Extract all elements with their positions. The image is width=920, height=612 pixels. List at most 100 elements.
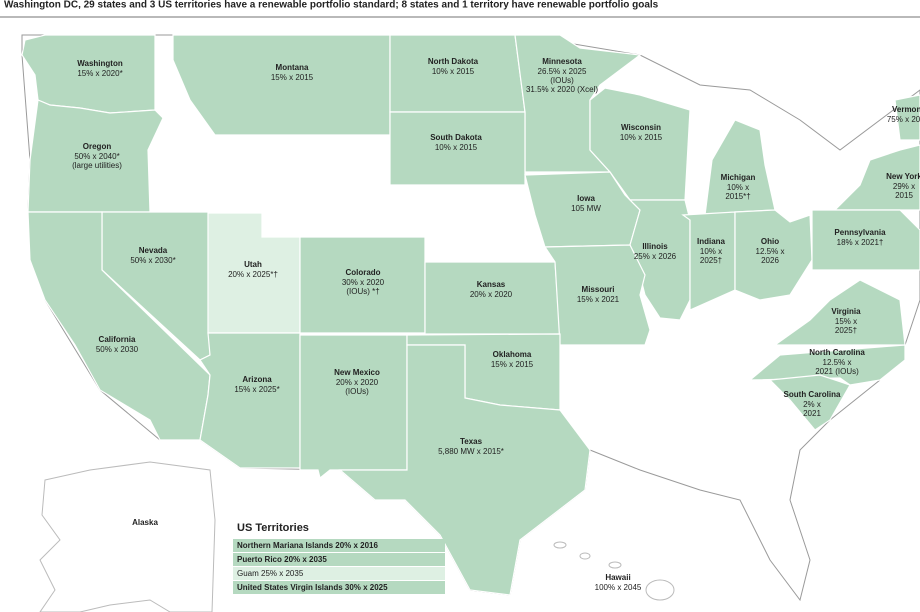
state-target: 30% x 2020 bbox=[342, 278, 385, 287]
state-target: 15% x bbox=[835, 317, 857, 326]
state-target: 2026 bbox=[761, 256, 779, 265]
state-name: Hawaii bbox=[605, 573, 630, 582]
territory-row bbox=[233, 581, 445, 594]
state-name: Virginia bbox=[831, 307, 861, 316]
state-shape bbox=[768, 374, 851, 431]
state-name: New York bbox=[886, 172, 920, 181]
state-name: Missouri bbox=[582, 285, 615, 294]
state-target: 75% x 2032 bbox=[887, 115, 920, 124]
state-shape bbox=[543, 244, 651, 346]
territory-item: United States Virgin Islands 30% x 2025 bbox=[237, 583, 388, 592]
state-name: Montana bbox=[276, 63, 309, 72]
alaska-shape bbox=[39, 461, 216, 612]
state-target: 26.5% x 2025 bbox=[538, 67, 587, 76]
state-target: 10% x bbox=[727, 183, 749, 192]
state-target: 5,880 MW x 2015* bbox=[438, 447, 504, 456]
hawaii-islands bbox=[553, 541, 675, 601]
state-name: New Mexico bbox=[334, 368, 380, 377]
state-shape bbox=[811, 209, 920, 271]
state-shape bbox=[894, 94, 920, 141]
state-shape bbox=[681, 211, 736, 311]
state-target: 2021 bbox=[803, 409, 821, 418]
state-shape bbox=[199, 332, 301, 469]
state-target: 20% x 2020 bbox=[470, 290, 513, 299]
state-name: Texas bbox=[460, 437, 483, 446]
state-name: Nevada bbox=[139, 246, 168, 255]
state-shape bbox=[27, 211, 211, 441]
state-name: California bbox=[99, 335, 136, 344]
state-name: South Carolina bbox=[784, 390, 841, 399]
state-target: 10% x 2015 bbox=[620, 133, 663, 142]
state-target: 2025† bbox=[700, 256, 722, 265]
state-name: North Dakota bbox=[428, 57, 479, 66]
state-target: 15% x 2015 bbox=[271, 73, 314, 82]
state-target: 105 MW bbox=[571, 204, 601, 213]
state-target: 25% x 2026 bbox=[634, 252, 677, 261]
state-name: Pennsylvania bbox=[834, 228, 886, 237]
state-target: 50% x 2040* bbox=[74, 152, 119, 161]
state-shape bbox=[27, 99, 164, 213]
state-shape bbox=[338, 344, 591, 596]
state-name: Washington bbox=[77, 59, 123, 68]
state-name: Kansas bbox=[477, 280, 506, 289]
state-shape bbox=[389, 111, 526, 186]
state-name: Alaska bbox=[132, 518, 158, 527]
territory-item: Puerto Rico 20% x 2035 bbox=[237, 555, 327, 564]
state-target: 10% x 2015 bbox=[432, 67, 475, 76]
state-target: 29% x bbox=[893, 182, 915, 191]
state-target: 50% x 2030* bbox=[130, 256, 175, 265]
state-name: Iowa bbox=[577, 194, 595, 203]
state-shape bbox=[172, 34, 391, 136]
territory-item: Guam 25% x 2035 bbox=[237, 569, 304, 578]
territory-item: Northern Mariana Islands 20% x 2016 bbox=[237, 541, 379, 550]
header-text: Washington DC, 29 states and 3 US territ… bbox=[4, 0, 659, 11]
state-target: 15% x 2015 bbox=[491, 360, 534, 369]
state-target: 20% x 2025*† bbox=[228, 270, 278, 279]
territory-row bbox=[233, 553, 445, 566]
territory-row bbox=[233, 567, 445, 580]
state-target: 10% x 2015 bbox=[435, 143, 478, 152]
state-name: Oklahoma bbox=[493, 350, 532, 359]
state-name: Indiana bbox=[697, 237, 726, 246]
state-name: Colorado bbox=[345, 268, 380, 277]
state-target: (IOUs) bbox=[550, 76, 574, 85]
state-name: Michigan bbox=[721, 173, 756, 182]
state-target: 31.5% x 2020 (Xcel) bbox=[526, 85, 598, 94]
state-name: Wisconsin bbox=[621, 123, 661, 132]
state-target: 15% x 2025* bbox=[234, 385, 279, 394]
state-name: Illinois bbox=[642, 242, 668, 251]
state-target: 50% x 2030 bbox=[96, 345, 139, 354]
state-target: (large utilities) bbox=[72, 161, 122, 170]
state-target: 12.5% x bbox=[823, 358, 852, 367]
state-name: North Carolina bbox=[809, 348, 865, 357]
state-name: South Dakota bbox=[430, 133, 482, 142]
state-target: 2025† bbox=[835, 326, 857, 335]
state-shape bbox=[299, 334, 408, 480]
state-target: 2015 bbox=[895, 191, 913, 200]
state-shape bbox=[833, 144, 920, 211]
state-shape bbox=[773, 279, 906, 346]
state-target: (IOUs) bbox=[345, 387, 369, 396]
territory-row bbox=[233, 539, 445, 552]
state-shape bbox=[748, 344, 906, 386]
state-name: Ohio bbox=[761, 237, 779, 246]
state-target: (IOUs) *† bbox=[346, 287, 379, 296]
state-name: Vermont bbox=[892, 105, 920, 114]
state-target: 15% x 2020* bbox=[77, 69, 122, 78]
states bbox=[21, 34, 920, 596]
state-target: 100% x 2045 bbox=[595, 583, 642, 592]
state-shape bbox=[628, 199, 691, 321]
state-name: Arizona bbox=[242, 375, 272, 384]
state-target: 18% x 2021† bbox=[837, 238, 884, 247]
state-target: 2% x bbox=[803, 400, 821, 409]
state-target: 15% x 2021 bbox=[577, 295, 620, 304]
state-target: 12.5% x bbox=[756, 247, 785, 256]
state-target: 10% x bbox=[700, 247, 722, 256]
state-target: 2021 (IOUs) bbox=[815, 367, 859, 376]
state-name: Oregon bbox=[83, 142, 112, 151]
state-target: 2015*† bbox=[725, 192, 750, 201]
state-name: Minnesota bbox=[542, 57, 582, 66]
state-name: Utah bbox=[244, 260, 262, 269]
state-target: 20% x 2020 bbox=[336, 378, 379, 387]
